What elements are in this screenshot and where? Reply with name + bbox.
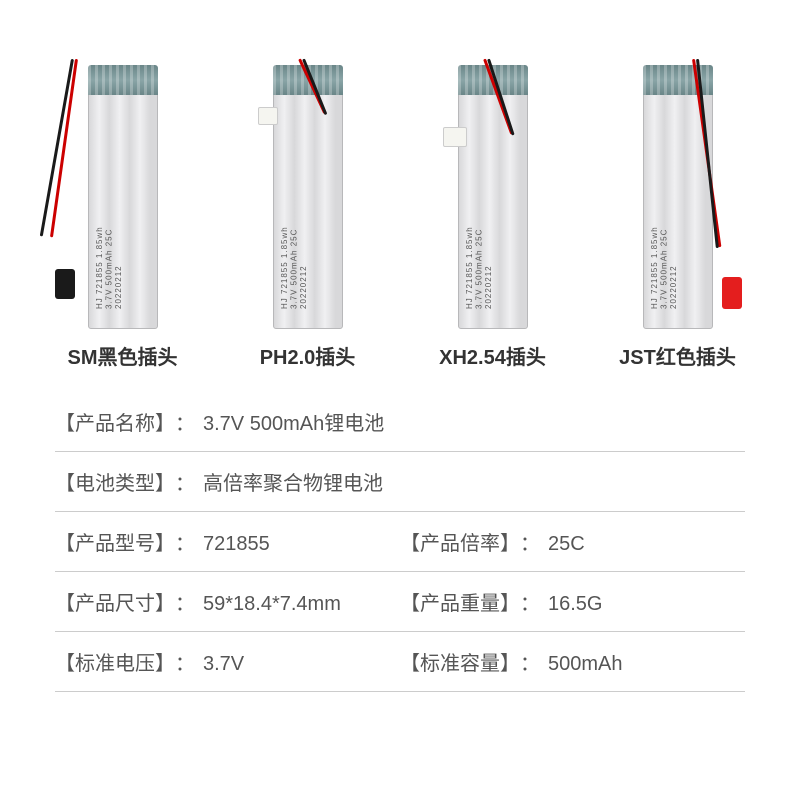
spec-sep: ： (175, 467, 195, 496)
spec-val: 16.5G (548, 593, 602, 616)
battery-label: XH2.54插头 (439, 341, 546, 370)
spec-val: 721855 (203, 533, 270, 556)
battery-label: JST红色插头 (619, 341, 736, 370)
print-line: HJ 721855 1.85wh (280, 109, 290, 309)
print-line: 20220212 (484, 109, 494, 309)
spec-sep: ： (520, 647, 540, 676)
connector-jst-red (722, 277, 742, 309)
battery-item-xh254: HJ 721855 1.85wh 3.7V 500mAh 25C 2022021… (408, 29, 578, 370)
spec-sep: ： (175, 407, 195, 436)
print-line: 20220212 (299, 109, 309, 309)
print-line: 20220212 (669, 109, 679, 309)
spec-key: 【产品型号】 (55, 527, 175, 556)
battery-visual: HJ 721855 1.85wh 3.7V 500mAh 25C 2022021… (258, 29, 358, 329)
battery-label: PH2.0插头 (260, 341, 356, 370)
battery-label: SM黑色插头 (68, 341, 178, 370)
battery-item-jst: HJ 721855 1.85wh 3.7V 500mAh 25C 2022021… (593, 29, 763, 370)
spec-val: 3.7V (203, 653, 244, 676)
connector-sm-black (55, 269, 75, 299)
print-line: HJ 721855 1.85wh (465, 109, 475, 309)
print-line: HJ 721855 1.85wh (95, 109, 105, 309)
spec-key: 【产品重量】 (400, 587, 520, 616)
spec-val: 59*18.4*7.4mm (203, 593, 341, 616)
spec-key: 【电池类型】 (55, 467, 175, 496)
spec-row: 【标准电压】 ： 3.7V 【标准容量】 ： 500mAh (55, 632, 745, 692)
print-line: HJ 721855 1.85wh (650, 109, 660, 309)
connector-ph20-white (258, 107, 278, 125)
spec-val: 500mAh (548, 653, 623, 676)
spec-sep: ： (520, 527, 540, 556)
spec-sep: ： (175, 647, 195, 676)
batteries-row: HJ 721855 1.85wh 3.7V 500mAh 25C 2022021… (0, 0, 800, 380)
wire-red (49, 59, 77, 238)
print-line: 20220212 (114, 109, 124, 309)
battery-visual: HJ 721855 1.85wh 3.7V 500mAh 25C 2022021… (73, 29, 173, 329)
print-line: 3.7V 500mAh 25C (104, 109, 114, 309)
battery-top (88, 65, 158, 95)
print-line: 3.7V 500mAh 25C (289, 109, 299, 309)
battery-print-text: HJ 721855 1.85wh 3.7V 500mAh 25C 2022021… (280, 109, 336, 309)
spec-cell: 【产品倍率】 ： 25C (400, 527, 745, 556)
spec-key: 【产品名称】 (55, 407, 175, 436)
battery-item-ph20: HJ 721855 1.85wh 3.7V 500mAh 25C 2022021… (223, 29, 393, 370)
spec-cell: 【标准电压】 ： 3.7V (55, 647, 400, 676)
spec-row: 【产品尺寸】 ： 59*18.4*7.4mm 【产品重量】 ： 16.5G (55, 572, 745, 632)
print-line: 3.7V 500mAh 25C (474, 109, 484, 309)
spec-key: 【标准容量】 (400, 647, 520, 676)
battery-visual: HJ 721855 1.85wh 3.7V 500mAh 25C 2022021… (443, 29, 543, 329)
battery-print-text: HJ 721855 1.85wh 3.7V 500mAh 25C 2022021… (650, 109, 706, 309)
spec-cell: 【产品重量】 ： 16.5G (400, 587, 745, 616)
battery-print-text: HJ 721855 1.85wh 3.7V 500mAh 25C 2022021… (465, 109, 521, 309)
spec-key: 【产品倍率】 (400, 527, 520, 556)
spec-cell: 【标准容量】 ： 500mAh (400, 647, 745, 676)
spec-row: 【产品型号】 ： 721855 【产品倍率】 ： 25C (55, 512, 745, 572)
spec-val: 3.7V 500mAh锂电池 (203, 407, 384, 436)
connector-xh254-white (443, 127, 467, 147)
print-line: 3.7V 500mAh 25C (659, 109, 669, 309)
spec-val: 高倍率聚合物锂电池 (203, 467, 383, 496)
spec-cell: 【产品名称】 ： 3.7V 500mAh锂电池 (55, 407, 745, 436)
spec-cell: 【电池类型】 ： 高倍率聚合物锂电池 (55, 467, 745, 496)
spec-key: 【产品尺寸】 (55, 587, 175, 616)
battery-item-sm: HJ 721855 1.85wh 3.7V 500mAh 25C 2022021… (38, 29, 208, 370)
battery-print-text: HJ 721855 1.85wh 3.7V 500mAh 25C 2022021… (95, 109, 151, 309)
specs-table: 【产品名称】 ： 3.7V 500mAh锂电池 【电池类型】 ： 高倍率聚合物锂… (0, 380, 800, 800)
spec-val: 25C (548, 533, 585, 556)
spec-row: 【电池类型】 ： 高倍率聚合物锂电池 (55, 452, 745, 512)
spec-cell: 【产品尺寸】 ： 59*18.4*7.4mm (55, 587, 400, 616)
spec-sep: ： (520, 587, 540, 616)
battery-visual: HJ 721855 1.85wh 3.7V 500mAh 25C 2022021… (628, 29, 728, 329)
spec-row: 【产品名称】 ： 3.7V 500mAh锂电池 (55, 392, 745, 452)
product-infographic: HJ 721855 1.85wh 3.7V 500mAh 25C 2022021… (0, 0, 800, 800)
spec-sep: ： (175, 587, 195, 616)
spec-cell: 【产品型号】 ： 721855 (55, 527, 400, 556)
spec-sep: ： (175, 527, 195, 556)
spec-key: 【标准电压】 (55, 647, 175, 676)
